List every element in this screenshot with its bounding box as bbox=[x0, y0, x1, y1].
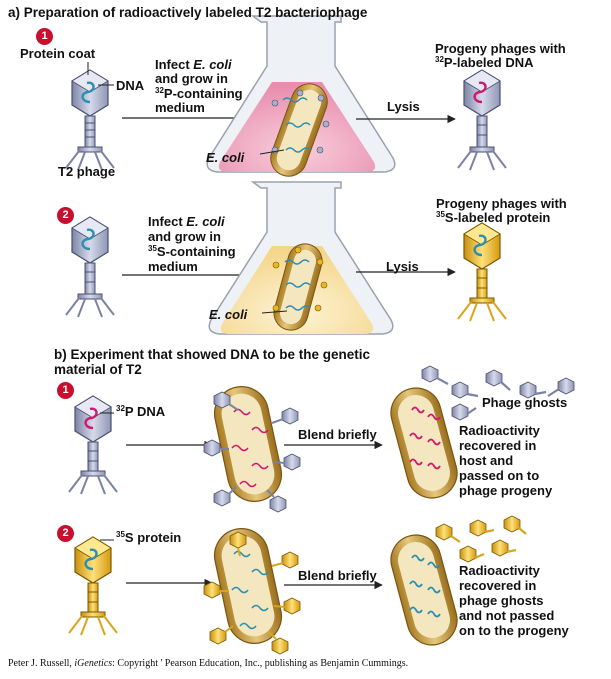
label-dna: DNA bbox=[116, 78, 145, 93]
bacterium-infected-b2 bbox=[203, 528, 301, 655]
phage-s35-b2 bbox=[68, 536, 118, 636]
leader-ecoli-a1 bbox=[259, 149, 285, 155]
label-lysis-a1: Lysis bbox=[387, 99, 420, 114]
infect-a2-line1: Infect E. coli bbox=[148, 214, 225, 229]
label-protein-coat: Protein coat bbox=[20, 46, 96, 61]
bacterium-labeled-b1 bbox=[390, 387, 458, 499]
progeny-a2-line1: Progeny phages with bbox=[436, 196, 567, 211]
step-badge-b1: 1 bbox=[57, 382, 74, 399]
phage-ghosts-gold bbox=[435, 515, 527, 563]
label-blend-b2: Blend briefly bbox=[298, 568, 377, 583]
flask-a1 bbox=[206, 15, 396, 177]
progeny-a1-line2: 32P-labeled DNA bbox=[435, 55, 534, 70]
label-t2-phage: T2 phage bbox=[58, 164, 116, 179]
label-ecoli-a2: E. coli bbox=[209, 307, 248, 322]
result-b1-line2: recovered in bbox=[459, 438, 537, 453]
infect-a1-line4: medium bbox=[155, 100, 205, 115]
label-lysis-a2: Lysis bbox=[386, 259, 419, 274]
infect-a2-line3: 35S-containing bbox=[148, 244, 236, 259]
flask-a2 bbox=[208, 181, 394, 335]
label-phage-ghosts: Phage ghosts bbox=[482, 395, 568, 410]
result-b1-line5: phage progeny bbox=[459, 483, 553, 498]
result-b1-line4: passed on to bbox=[459, 468, 540, 483]
part-a-title: a) Preparation of radioactively labeled … bbox=[8, 5, 368, 20]
phage-t2-a2 bbox=[65, 216, 115, 318]
label-s35-protein: 35S protein bbox=[116, 530, 182, 545]
bacterium-a1 bbox=[270, 83, 328, 177]
part-b-title-line1: b) Experiment that showed DNA to be the … bbox=[54, 347, 371, 362]
result-b2-line3: phage ghosts bbox=[459, 593, 544, 608]
result-b2-line5: on to the progeny bbox=[459, 623, 569, 638]
phage-p32-b1 bbox=[68, 395, 118, 495]
step-badge-a2: 2 bbox=[57, 207, 74, 224]
credit-line: Peter J. Russell, iGenetics: Copyright '… bbox=[8, 658, 409, 669]
result-b2-line4: and not passed bbox=[459, 608, 555, 623]
phage-progeny-p32 bbox=[457, 69, 507, 171]
phage-t2-a1 bbox=[65, 69, 115, 171]
bacterium-infected-b1 bbox=[203, 386, 301, 513]
label-p32-dna: 32P DNA bbox=[116, 404, 166, 419]
step-badge-a1: 1 bbox=[36, 28, 53, 45]
result-b1-line3: host and bbox=[459, 453, 514, 468]
infect-a1-line3: 32P-containing bbox=[155, 86, 243, 101]
result-b2-line2: recovered in bbox=[459, 578, 537, 593]
infect-a2-line2: and grow in bbox=[148, 229, 221, 244]
part-b-title-line2: material of T2 bbox=[54, 362, 142, 377]
label-blend-b1: Blend briefly bbox=[298, 427, 377, 442]
progeny-a2-line2: 35S-labeled protein bbox=[436, 210, 551, 225]
infect-a1-line2: and grow in bbox=[155, 71, 228, 86]
phage-ghosts-gray bbox=[421, 365, 575, 421]
label-ecoli-a1: E. coli bbox=[206, 150, 245, 165]
infect-a2-line4: medium bbox=[148, 259, 198, 274]
leader-ecoli-a2 bbox=[261, 310, 288, 314]
result-b2-line1: Radioactivity bbox=[459, 563, 540, 578]
phage-progeny-s35 bbox=[457, 222, 507, 322]
infect-a1-line1: Infect E. coli bbox=[155, 57, 232, 72]
step-badge-b2: 2 bbox=[57, 525, 74, 542]
bacterium-unlabeled-b2 bbox=[390, 534, 458, 646]
progeny-a1-line1: Progeny phages with bbox=[435, 41, 566, 56]
result-b1-line1: Radioactivity bbox=[459, 423, 540, 438]
